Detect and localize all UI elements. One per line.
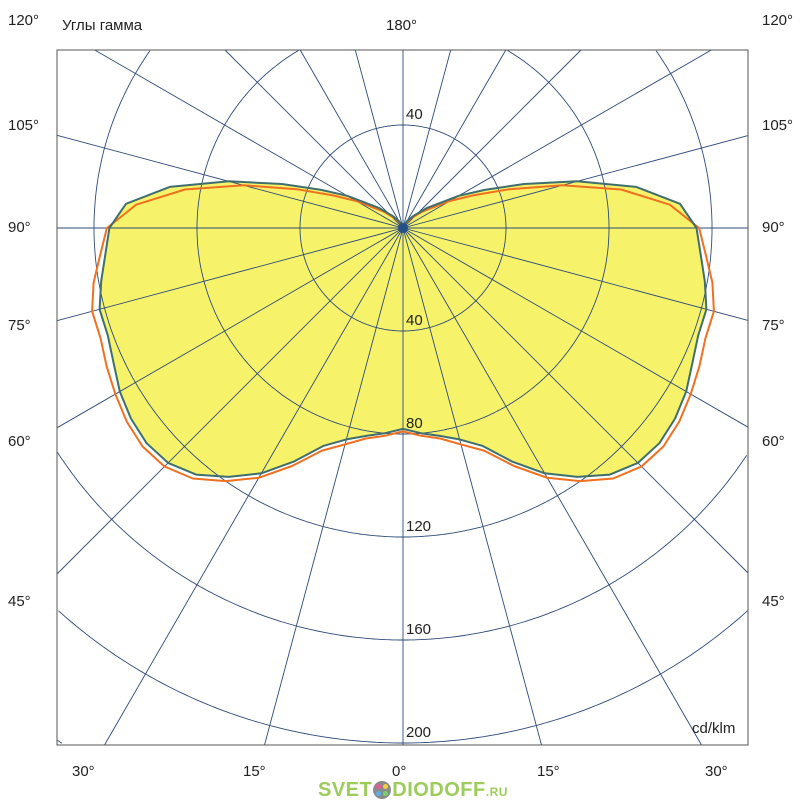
logo-led-icon [373,781,392,799]
logo-text-tld: .RU [485,785,508,799]
angle-label-left-0: 120° [8,12,39,29]
grid-spoke-345 [264,227,404,746]
grid-spoke-210 [299,49,404,229]
watermark-logo: SVET DIODOFF.RU [318,780,508,800]
grid-spoke-30 [402,227,702,746]
grid-ring-160 [57,452,747,641]
chart-title: Углы гамма [62,17,143,34]
grid-spoke-285 [56,227,404,322]
polar-light-distribution-chart: 40 40 80 120 160 200 120° 105° 90° 75° 60° 45° 120° 1… [8,12,793,780]
angle-label-right-5: 45° [762,593,785,610]
angle-label-right-0: 120° [762,12,793,29]
angle-label-left-3: 75° [8,317,31,334]
angle-label-left-4: 60° [8,433,31,450]
plot-frame [56,49,749,746]
grid-spoke-15 [402,227,542,746]
angle-label-bottom-3: 15° [537,763,560,780]
grid-ring-80 [196,50,610,435]
angle-label-left-2: 90° [8,219,31,236]
angle-label-right-2: 90° [762,219,785,236]
grid-spoke-45 [402,227,749,574]
angle-label-bottom-0: 30° [72,763,95,780]
center-point [398,223,408,233]
grid-spoke-195 [354,49,404,229]
grid-spoke-75 [402,227,749,321]
grid-spoke-135 [402,49,582,229]
grid-ring-120 [93,50,713,538]
angle-label-left-5: 45° [8,593,31,610]
unit-label: cd/klm [692,720,735,737]
angle-label-bottom-1: 15° [243,763,266,780]
angle-label-right-4: 60° [762,433,785,450]
grid-spoke-330 [104,227,404,746]
angle-label-right-3: 75° [762,317,785,334]
logo-text-diodoff: DIODOFF [392,779,486,801]
ring-label-80: 80 [406,415,423,432]
angle-label-right-1: 105° [762,117,793,134]
grid-spoke-225 [224,49,404,229]
ring-label-120: 120 [406,518,431,535]
logo-text-svet: SVET [318,779,373,801]
grid-spoke-315 [56,227,404,575]
angle-label-top: 180° [386,17,417,34]
grid-ring-240 [57,739,63,744]
ring-label-160: 160 [406,621,431,638]
angle-label-bottom-2: 0° [392,763,406,780]
angle-label-left-1: 105° [8,117,39,134]
grid-spoke-165 [402,49,452,229]
angle-label-bottom-4: 30° [705,763,728,780]
ring-label-200: 200 [406,724,431,741]
ring-label-top-40: 40 [406,106,423,123]
ring-label-40: 40 [406,312,423,329]
grid-spoke-150 [402,49,507,229]
